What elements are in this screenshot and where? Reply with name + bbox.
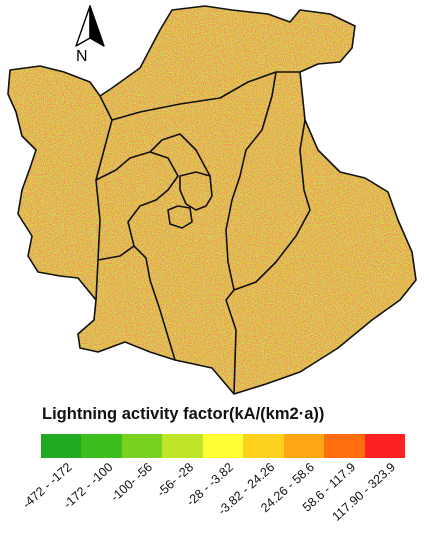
inner-boundary-mid-south bbox=[97, 245, 135, 261]
map-canvas bbox=[7, 5, 417, 395]
north-arrow-icon bbox=[75, 5, 105, 47]
legend-swatch bbox=[243, 434, 284, 458]
region-boundaries bbox=[7, 5, 417, 395]
inner-county-b bbox=[167, 205, 193, 229]
legend-class-label: -100- -56 bbox=[108, 460, 156, 505]
north-label: N bbox=[76, 48, 88, 65]
legend-swatch bbox=[162, 434, 203, 458]
inner-boundary-west-south bbox=[95, 169, 117, 181]
legend-swatch bbox=[324, 434, 365, 458]
legend-swatch bbox=[121, 434, 163, 458]
legend-swatch bbox=[81, 434, 122, 458]
inner-boundary-mid bbox=[149, 133, 211, 177]
legend-swatch bbox=[364, 434, 405, 458]
legend-swatch bbox=[41, 434, 82, 458]
legend-title: Lightning activity factor(kA/(km2·a)) bbox=[42, 405, 325, 423]
inner-county-a bbox=[179, 171, 213, 211]
legend-swatch bbox=[202, 434, 244, 458]
inner-boundary-central bbox=[115, 151, 179, 361]
region-raster bbox=[8, 6, 416, 394]
outer-boundary bbox=[7, 5, 417, 395]
inner-boundary-southeast bbox=[233, 119, 311, 291]
legend-labels: -472 - -172 -172 - -100 -100- -56 -56- -28-… bbox=[20, 460, 405, 538]
legend-color-bar bbox=[41, 434, 405, 458]
inner-boundary-east bbox=[225, 71, 277, 395]
legend-swatch bbox=[283, 434, 325, 458]
